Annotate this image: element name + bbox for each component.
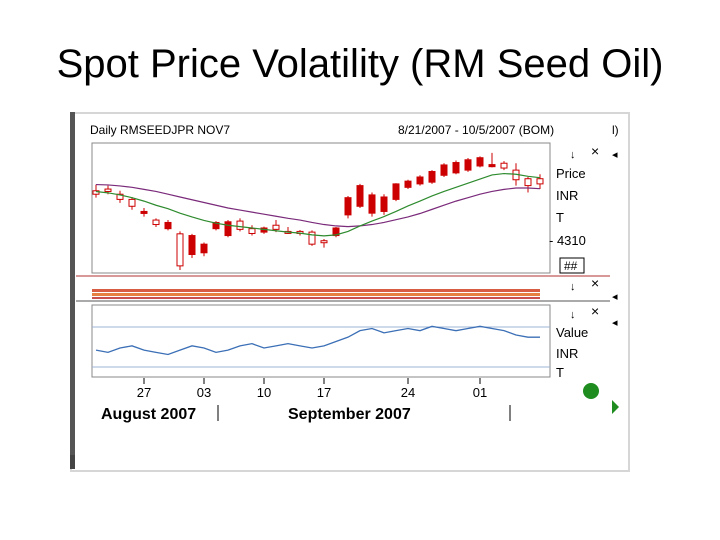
hash-box	[559, 257, 585, 274]
price-panel-down-button[interactable]: ↓	[570, 149, 576, 161]
candle-body	[356, 185, 364, 207]
candle-body	[152, 219, 160, 226]
candle-body	[140, 210, 148, 214]
candle-body	[488, 164, 496, 168]
x-tick-label: 24	[401, 385, 415, 400]
value-label: Value	[556, 325, 588, 340]
x-tick-label: 03	[197, 385, 211, 400]
candle-body	[440, 164, 448, 176]
candle-body	[320, 240, 328, 244]
x-tick-label: 01	[473, 385, 487, 400]
volume-band-panel	[92, 289, 540, 299]
candle-body	[104, 188, 112, 192]
candle-body	[92, 190, 100, 195]
candle-body	[164, 221, 172, 230]
value-panel-close-button[interactable]: ×	[591, 303, 599, 319]
x-axis: 27 03 10 17 24 01	[137, 378, 487, 400]
candle-body	[476, 157, 484, 167]
band-stripe	[92, 293, 540, 296]
ma-slow-line	[95, 183, 541, 228]
mid-panel-close-button[interactable]: ×	[591, 275, 599, 291]
month-label-august: August 2007	[101, 406, 196, 423]
slide-title: Spot Price Volatility (RM Seed Oil)	[56, 42, 664, 86]
scroll-right-icon[interactable]	[612, 400, 619, 414]
value-unit-label: INR	[556, 346, 578, 361]
mid-panel-down-button[interactable]: ↓	[570, 281, 576, 293]
candle-body	[200, 243, 208, 254]
left-edge-bar	[70, 112, 75, 468]
status-dot[interactable]	[583, 383, 599, 399]
header-stray: l)	[612, 123, 619, 137]
value-panel	[91, 304, 551, 378]
series-code: Daily RMSEEDJPR NOV7	[90, 123, 230, 137]
candle-body	[500, 162, 508, 169]
candle-body	[176, 233, 184, 267]
candle-body	[392, 183, 400, 200]
candle-body	[380, 196, 388, 212]
candle-body	[464, 159, 472, 171]
candle-body	[188, 235, 196, 256]
candle-body	[368, 194, 376, 214]
candle-body	[332, 227, 340, 237]
candle-body	[116, 193, 124, 200]
candle-body	[524, 178, 532, 187]
candle-body	[128, 198, 136, 207]
candle-body	[344, 197, 352, 216]
x-tick-label: 27	[137, 385, 151, 400]
price-panel-left-button[interactable]: ◂	[612, 149, 618, 161]
price-panel	[91, 142, 551, 274]
ma-fast-line	[95, 172, 541, 237]
left-edge-bottom	[70, 455, 75, 469]
value-panel-left-button[interactable]: ◂	[612, 317, 618, 329]
x-tick-label: 10	[257, 385, 271, 400]
band-stripe	[92, 297, 540, 299]
candle-body	[536, 178, 544, 185]
price-unit-t-label: T	[556, 210, 564, 225]
value-series-line	[95, 325, 540, 356]
candles-group	[92, 152, 544, 270]
band-stripe	[92, 289, 540, 292]
month-label-september: September 2007	[288, 406, 411, 423]
candle-body	[212, 221, 220, 230]
candle-body	[248, 228, 256, 234]
x-tick-label: 17	[317, 385, 331, 400]
hash-box-text: ##	[564, 259, 578, 273]
candle-body	[452, 162, 460, 174]
date-range: 8/21/2007 - 10/5/2007 (BOM)	[398, 123, 554, 137]
candle-body	[416, 176, 424, 185]
candle-body	[308, 231, 316, 245]
mid-panel-left-button[interactable]: ◂	[612, 291, 618, 303]
candle-body	[236, 220, 244, 230]
price-panel-close-button[interactable]: ×	[591, 143, 599, 159]
candle-body	[428, 170, 436, 183]
candle-body	[272, 224, 280, 230]
price-label: Price	[556, 166, 586, 181]
price-tick-label: - 4310	[549, 233, 586, 248]
price-unit-label: INR	[556, 188, 578, 203]
value-panel-down-button[interactable]: ↓	[570, 309, 576, 321]
value-unit-t-label: T	[556, 365, 564, 380]
candle-body	[224, 221, 232, 237]
candle-body	[404, 180, 412, 188]
